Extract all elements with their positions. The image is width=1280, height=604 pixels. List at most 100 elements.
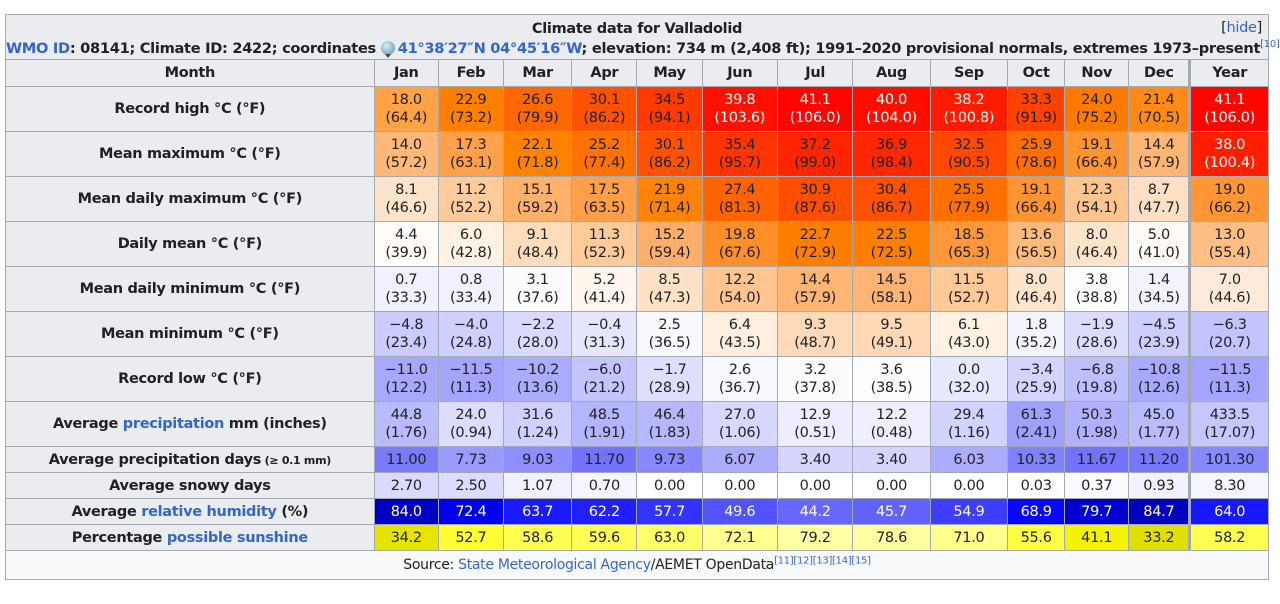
row-label-text: Mean daily minimum °C (°F) <box>79 281 301 297</box>
row-label-threshold: (≥ 0.1 mm) <box>261 453 332 467</box>
wmo-id-link[interactable]: WMO ID <box>6 39 70 57</box>
fahrenheit-value: (33.4) <box>450 290 492 306</box>
fahrenheit-value: (54.1) <box>1075 200 1118 216</box>
row-label-text: Percentage <box>71 529 167 546</box>
fahrenheit-value: (55.4) <box>1208 245 1251 261</box>
fahrenheit-value: (0.51) <box>794 425 837 441</box>
source-agency-link[interactable]: State Meteorological Agency <box>458 557 651 573</box>
celsius-value: 27.4 <box>724 182 756 198</box>
month-header-oct: Oct <box>1007 59 1066 87</box>
month-header-mar: Mar <box>503 59 573 87</box>
fahrenheit-value: (34.5) <box>1137 290 1180 306</box>
month-value-cell: 2.6 (36.7) <box>701 356 778 402</box>
fahrenheit-value: (32.0) <box>947 380 990 396</box>
row-label-text: Daily mean °C (°F) <box>117 236 263 252</box>
celsius-value: −0.4 <box>587 317 622 333</box>
fahrenheit-value: (37.6) <box>516 290 559 306</box>
month-value-cell: 0.00 <box>636 472 703 499</box>
month-value-cell: 34.5 (94.1) <box>636 86 703 132</box>
fahrenheit-value: (25.9) <box>1015 380 1058 396</box>
month-value-cell: 17.3 (63.1) <box>437 131 505 177</box>
celsius-value: 44.8 <box>390 407 422 423</box>
month-header-feb: Feb <box>437 59 505 87</box>
celsius-value: 21.9 <box>653 182 686 198</box>
row-label-link[interactable]: precipitation <box>122 416 225 432</box>
celsius-value: 8.0 <box>1085 227 1108 243</box>
fahrenheit-value: (2.41) <box>1015 425 1058 441</box>
row-label-link[interactable]: relative humidity <box>141 503 277 520</box>
row-label-text: Average precipitation days <box>48 451 262 468</box>
month-header-may: May <box>636 59 703 87</box>
celsius-value: 25.2 <box>588 137 620 153</box>
month-header: Month <box>5 59 375 87</box>
celsius-value: 22.5 <box>875 227 908 243</box>
month-value-cell: 44.8 (1.76) <box>373 401 439 447</box>
fahrenheit-value: (43.5) <box>718 335 761 351</box>
year-value-cell: −11.5 (11.3) <box>1188 356 1269 402</box>
fahrenheit-value: (23.9) <box>1137 335 1180 351</box>
row-label-link[interactable]: possible sunshine <box>166 529 308 546</box>
fahrenheit-value: (95.7) <box>718 155 761 171</box>
hide-link[interactable]: hide <box>1226 20 1257 36</box>
coordinates-link[interactable]: 41°38′27″N 04°45′16″W <box>397 39 582 57</box>
row-label-text: Average <box>52 416 123 432</box>
table-row: Mean maximum °C (°F) 14.0 (57.2) 17.3 (63.1)… <box>5 131 1269 177</box>
source-references[interactable]: [11][12][13][14][15] <box>774 555 871 567</box>
month-value-cell: 7.73 <box>437 446 505 473</box>
celsius-value: 17.5 <box>588 182 620 198</box>
month-value-cell: 40.0 (104.0) <box>852 86 931 132</box>
caption-title: Climate data for Valladolid <box>531 20 743 37</box>
hide-toggle[interactable]: [hide] <box>1221 20 1262 36</box>
fahrenheit-value: (86.2) <box>648 155 691 171</box>
fahrenheit-value: (56.5) <box>1015 245 1058 261</box>
month-value-cell: 22.1 (71.8) <box>503 131 573 177</box>
month-value-cell: 21.9 (71.4) <box>636 176 703 222</box>
caption-subtitle: WMO ID: 08141; Climate ID: 2422; coordin… <box>6 39 1280 59</box>
celsius-value: 18.0 <box>390 92 422 108</box>
celsius-value: −10.8 <box>1137 362 1181 378</box>
fahrenheit-value: (1.76) <box>385 425 428 441</box>
month-value-cell: −1.7 (28.9) <box>636 356 703 402</box>
month-value-cell: 3.40 <box>852 446 931 473</box>
table-row: Mean daily minimum °C (°F) 0.7 (33.3) 0.8 (3… <box>5 266 1269 312</box>
fahrenheit-value: (1.77) <box>1137 425 1180 441</box>
celsius-value: 2.6 <box>728 362 751 378</box>
celsius-value: 24.0 <box>1081 92 1113 108</box>
celsius-value: 24.0 <box>455 407 487 423</box>
month-value-cell: 2.50 <box>437 472 505 499</box>
fahrenheit-value: (59.4) <box>648 245 691 261</box>
month-value-cell: 26.6 (79.9) <box>503 86 573 132</box>
month-value-cell: 45.0 (1.77) <box>1128 401 1191 447</box>
celsius-value: 27.0 <box>724 407 756 423</box>
month-header-sep: Sep <box>929 59 1009 87</box>
month-value-cell: 14.4 (57.9) <box>776 266 854 312</box>
month-value-cell: 38.2 (100.8) <box>929 86 1009 132</box>
month-value-cell: 3.8 (38.8) <box>1064 266 1130 312</box>
row-label: Average relative humidity (%) <box>5 498 375 525</box>
year-value-cell: 101.30 <box>1188 446 1269 473</box>
celsius-value: −4.0 <box>453 317 488 333</box>
month-value-cell: −2.2 (28.0) <box>503 311 573 357</box>
month-value-cell: −4.8 (23.4) <box>373 311 439 357</box>
celsius-value: 14.0 <box>390 137 422 153</box>
month-header-jul: Jul <box>776 59 854 87</box>
year-value-cell: 58.2 <box>1188 524 1269 551</box>
fahrenheit-value: (47.7) <box>1137 200 1180 216</box>
month-value-cell: 34.2 <box>373 524 439 551</box>
celsius-value: 0.7 <box>395 272 418 288</box>
month-value-cell: 78.6 <box>852 524 931 551</box>
table-row: Record high °C (°F) 18.0 (64.4) 22.9 (73.2) 2… <box>5 86 1269 132</box>
row-label-text: Mean daily maximum °C (°F) <box>77 191 303 207</box>
fahrenheit-value: (87.6) <box>794 200 837 216</box>
month-value-cell: 0.00 <box>776 472 854 499</box>
month-value-cell: 33.3 (91.9) <box>1007 86 1066 132</box>
celsius-value: 38.2 <box>953 92 985 108</box>
celsius-value: 13.0 <box>1214 227 1246 243</box>
fahrenheit-value: (46.4) <box>1015 290 1058 306</box>
celsius-value: 3.8 <box>1085 272 1108 288</box>
row-label: Mean daily minimum °C (°F) <box>5 266 375 312</box>
reference-link[interactable]: [10] <box>1260 38 1280 50</box>
fahrenheit-value: (57.2) <box>385 155 428 171</box>
month-value-cell: 29.4 (1.16) <box>929 401 1009 447</box>
month-value-cell: 45.7 <box>852 498 931 525</box>
